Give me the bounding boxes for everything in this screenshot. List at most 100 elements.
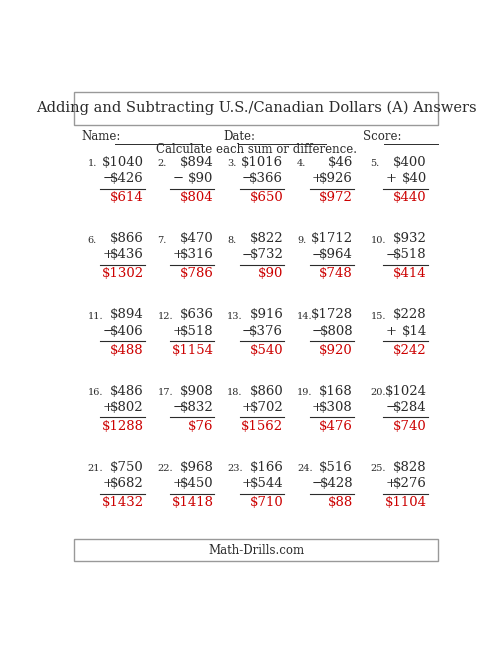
Text: $1728: $1728 [311, 308, 353, 322]
Text: $972: $972 [320, 192, 353, 204]
Text: +: + [102, 401, 114, 414]
Text: $1562: $1562 [241, 420, 284, 433]
Text: $316: $316 [180, 248, 214, 261]
Text: $90: $90 [188, 172, 214, 185]
Text: $894: $894 [110, 308, 144, 322]
Text: 18.: 18. [227, 388, 242, 397]
Text: $40: $40 [402, 172, 427, 185]
Text: $516: $516 [320, 461, 353, 474]
Text: $1712: $1712 [311, 232, 353, 245]
Text: $544: $544 [250, 477, 284, 490]
FancyBboxPatch shape [74, 92, 438, 125]
Text: −: − [102, 172, 114, 185]
Text: $920: $920 [320, 344, 353, 356]
Text: 15.: 15. [370, 312, 386, 321]
Text: +: + [172, 325, 183, 338]
Text: $476: $476 [320, 420, 353, 433]
Text: $1024: $1024 [385, 384, 427, 397]
Text: 22.: 22. [158, 465, 173, 473]
Text: 13.: 13. [227, 312, 243, 321]
Text: +: + [312, 401, 322, 414]
Text: $242: $242 [393, 344, 427, 356]
Text: $426: $426 [110, 172, 144, 185]
Text: Adding and Subtracting U.S./Canadian Dollars (A) Answers: Adding and Subtracting U.S./Canadian Dol… [36, 101, 476, 115]
Text: 8.: 8. [227, 236, 236, 245]
Text: −: − [312, 248, 323, 261]
Text: $828: $828 [393, 461, 427, 474]
Text: 19.: 19. [297, 388, 312, 397]
Text: −: − [386, 248, 396, 261]
Text: $732: $732 [250, 248, 284, 261]
Text: $808: $808 [320, 325, 353, 338]
Text: −: − [172, 401, 184, 414]
Text: $470: $470 [180, 232, 214, 245]
Text: +: + [386, 172, 396, 185]
Text: $614: $614 [110, 192, 144, 204]
Text: Date:: Date: [224, 130, 256, 143]
Text: +: + [242, 477, 253, 490]
Text: $710: $710 [250, 496, 284, 509]
Text: +: + [102, 248, 114, 261]
Text: $168: $168 [320, 384, 353, 397]
Text: $1288: $1288 [102, 420, 144, 433]
Text: 20.: 20. [370, 388, 386, 397]
Text: $366: $366 [250, 172, 284, 185]
Text: $1302: $1302 [102, 267, 144, 280]
Text: $750: $750 [110, 461, 144, 474]
Text: −: − [242, 248, 253, 261]
Text: +: + [102, 477, 114, 490]
Text: $518: $518 [180, 325, 214, 338]
Text: $400: $400 [393, 156, 427, 169]
Text: $804: $804 [180, 192, 214, 204]
Text: −: − [102, 325, 114, 338]
Text: $964: $964 [320, 248, 353, 261]
Text: 4.: 4. [297, 159, 306, 168]
Text: $916: $916 [250, 308, 284, 322]
Text: +: + [312, 172, 322, 185]
Text: 7.: 7. [158, 236, 167, 245]
Text: $1104: $1104 [385, 496, 427, 509]
Text: $866: $866 [110, 232, 144, 245]
Text: $682: $682 [110, 477, 144, 490]
Text: $488: $488 [110, 344, 144, 356]
Text: $518: $518 [393, 248, 427, 261]
Text: 11.: 11. [88, 312, 104, 321]
Text: 21.: 21. [88, 465, 104, 473]
Text: Math-Drills.com: Math-Drills.com [208, 543, 304, 556]
Text: $440: $440 [393, 192, 427, 204]
Text: $926: $926 [320, 172, 353, 185]
Text: +: + [242, 401, 253, 414]
Text: $428: $428 [320, 477, 353, 490]
Text: $90: $90 [258, 267, 283, 280]
Text: 16.: 16. [88, 388, 103, 397]
Text: $908: $908 [180, 384, 214, 397]
Text: −: − [172, 172, 184, 185]
Text: $276: $276 [393, 477, 427, 490]
Text: +: + [386, 477, 396, 490]
Text: $650: $650 [250, 192, 284, 204]
Text: 24.: 24. [297, 465, 312, 473]
Text: $894: $894 [180, 156, 214, 169]
Text: $1040: $1040 [102, 156, 144, 169]
Text: $376: $376 [250, 325, 284, 338]
Text: $284: $284 [393, 401, 427, 414]
Text: −: − [312, 477, 323, 490]
Text: $822: $822 [250, 232, 284, 245]
Text: 5.: 5. [370, 159, 380, 168]
Text: $436: $436 [110, 248, 144, 261]
Text: $860: $860 [250, 384, 284, 397]
Text: $76: $76 [188, 420, 214, 433]
Text: $1418: $1418 [172, 496, 213, 509]
FancyBboxPatch shape [74, 540, 438, 561]
Text: 17.: 17. [158, 388, 173, 397]
Text: $88: $88 [328, 496, 353, 509]
Text: 10.: 10. [370, 236, 386, 245]
Text: $1154: $1154 [172, 344, 213, 356]
Text: Score:: Score: [363, 130, 402, 143]
Text: 14.: 14. [297, 312, 312, 321]
Text: +: + [386, 325, 396, 338]
Text: $486: $486 [110, 384, 144, 397]
Text: −: − [386, 401, 396, 414]
Text: 6.: 6. [88, 236, 97, 245]
Text: $1016: $1016 [241, 156, 284, 169]
